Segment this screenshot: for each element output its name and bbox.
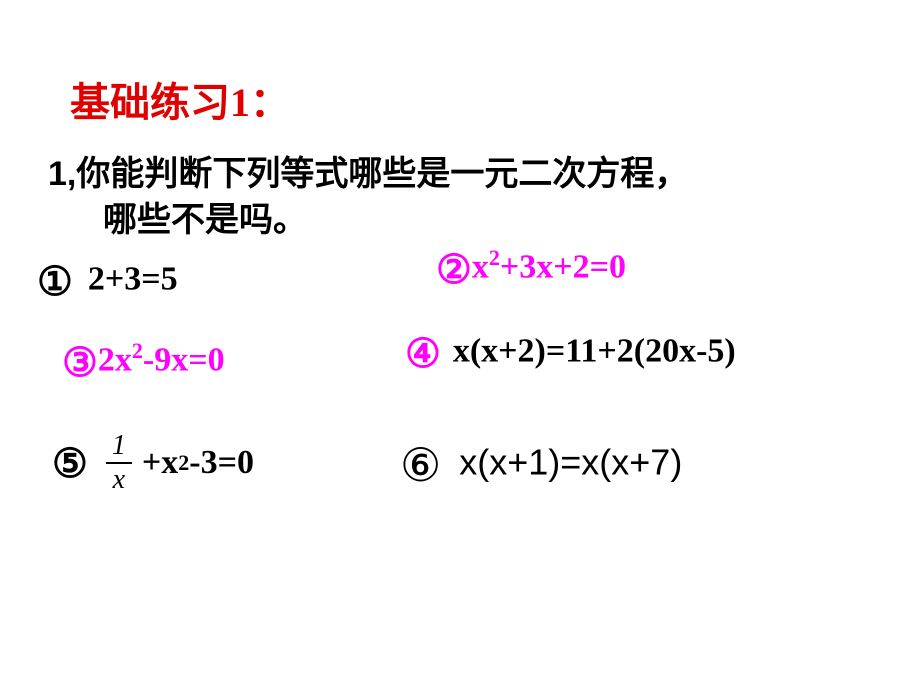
item2-eq-part2: +3x+2=0	[500, 248, 626, 285]
equation-item-2: ②x2+3x+2=0	[436, 245, 626, 293]
item1-number: ①	[37, 259, 73, 304]
item1-equation: 2+3=5	[88, 260, 178, 297]
item5-superscript: 2	[178, 450, 189, 475]
item4-number: ④	[405, 331, 441, 376]
item5-number: ⑤	[52, 441, 88, 486]
item5-frac-numerator: 1	[106, 430, 132, 464]
equation-item-4: ④ x(x+2)=11+2(20x-5)	[405, 330, 736, 377]
item2-superscript: 2	[489, 245, 500, 270]
equation-item-1: ① 2+3=5	[37, 258, 178, 305]
item5-eq-part2: -3=0	[189, 444, 254, 481]
question-line1: 1,你能判断下列等式哪些是一元二次方程，	[48, 155, 688, 193]
question-text: 1,你能判断下列等式哪些是一元二次方程， 哪些不是吗。	[48, 152, 688, 244]
item5-eq-part1: +x	[142, 444, 178, 481]
item6-number: ⑥	[400, 440, 441, 491]
equation-item-5: ⑤1x+x2-3=0	[52, 430, 254, 496]
question-line2: 哪些不是吗。	[103, 201, 307, 239]
item5-frac-denominator: x	[106, 464, 132, 496]
item2-number: ②	[436, 247, 472, 292]
item3-superscript: 2	[132, 338, 143, 363]
equation-item-6: ⑥ x(x+1)=x(x+7)	[400, 438, 682, 492]
item3-eq-part1: 2x	[98, 341, 132, 378]
exercise-title: 基础练习1：	[70, 70, 290, 128]
item4-equation: x(x+2)=11+2(20x-5)	[453, 332, 736, 369]
item6-equation: x(x+1)=x(x+7)	[459, 442, 682, 483]
item5-fraction: 1x	[106, 430, 132, 496]
item3-eq-part2: -9x=0	[143, 341, 225, 378]
item2-eq-part1: x	[472, 248, 489, 285]
equation-item-3: ③2x2-9x=0	[62, 338, 225, 386]
item3-number: ③	[62, 340, 98, 385]
